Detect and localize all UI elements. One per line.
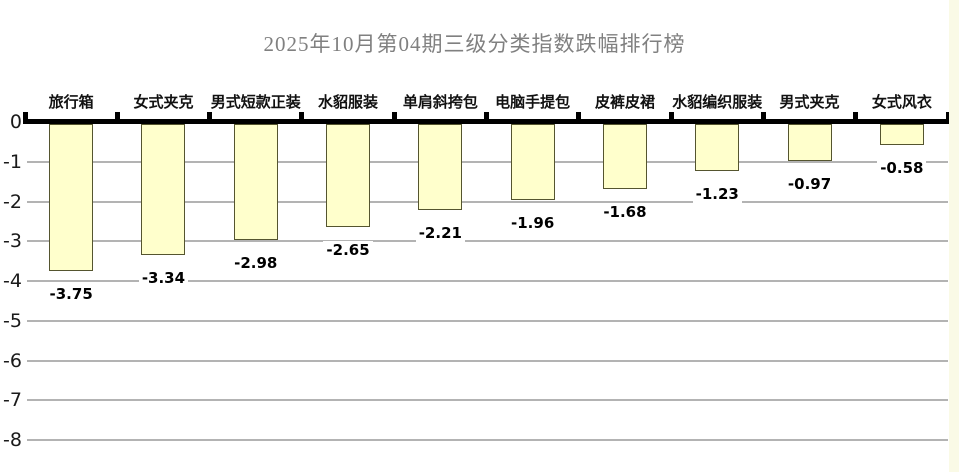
category-label: 水貂编织服装 [672,95,763,111]
value-label: -2.21 [394,224,486,242]
y-gridline [27,200,948,203]
x-axis-tick [484,112,489,124]
y-gridline [27,280,948,282]
bar [879,124,924,145]
value-label-text: -0.97 [784,175,835,193]
bar [49,124,94,271]
y-gridline [27,359,948,362]
bar [326,124,371,227]
value-label-text: -3.75 [46,285,96,303]
value-label-text: -1.68 [600,203,650,221]
x-axis-tick [114,112,120,124]
y-axis-tick-label: -6 [3,349,22,372]
category-label: 女式夹克 [133,95,194,111]
bar [141,124,186,255]
category-label: 单肩斜挎包 [402,95,478,111]
value-label: -0.58 [856,159,948,177]
value-label-text: -0.58 [877,159,927,177]
value-label-text: -2.65 [323,241,373,259]
y-axis-tick-label: -5 [3,309,22,332]
bar [695,124,740,171]
category-label: 水貂服装 [318,95,379,111]
y-axis-tick-label: -8 [3,429,22,451]
y-axis-tick-label: -3 [3,230,22,253]
value-label-text: -1.23 [692,185,742,203]
value-label: -1.96 [487,214,579,232]
page-margin-strip [949,0,959,472]
y-gridline [27,160,948,163]
x-axis-tick [668,112,674,124]
value-label-text: -3.34 [138,269,189,287]
x-axis-tick [760,112,766,124]
y-gridline [27,399,948,402]
y-axis-tick-label: -4 [3,270,22,292]
x-axis-tick [391,112,397,124]
y-axis-tick-label: -1 [3,150,22,173]
value-label: -2.98 [210,254,302,272]
category-label: 女式风衣 [871,95,932,111]
x-axis-tick [853,112,859,124]
value-label-text: -2.21 [415,224,465,242]
y-axis-tick-label: -7 [3,389,22,412]
value-label: -0.97 [763,175,855,193]
category-label: 电脑手提包 [495,95,571,111]
bar [787,124,832,161]
bar [510,124,555,200]
x-axis-tick [207,112,213,124]
value-label: -3.75 [25,285,117,303]
x-axis-tick [945,112,951,124]
x-axis-tick [576,112,582,124]
y-gridline [27,439,948,441]
y-gridline [27,240,948,243]
value-label-text: -2.98 [231,254,281,272]
category-label: 男式短款正装 [210,95,301,111]
x-axis-tick [22,112,28,124]
category-label: 皮裤皮裙 [594,95,655,111]
bar [602,124,647,189]
x-axis-tick [299,112,305,124]
category-label: 旅行箱 [48,95,94,111]
value-label: -3.34 [117,269,209,287]
bar [418,124,463,210]
bar [233,124,278,240]
value-label-text: -1.96 [508,214,558,232]
value-label: -2.65 [302,241,394,259]
value-label: -1.68 [579,203,671,221]
y-axis-tick-label: 0 [9,111,22,133]
category-label: 男式夹克 [779,95,840,111]
value-label: -1.23 [671,185,763,203]
y-axis-tick-label: -2 [3,190,22,213]
y-gridline [27,319,948,322]
chart-title: 2025年10月第04期三级分类指数跌幅排行榜 [263,32,686,56]
